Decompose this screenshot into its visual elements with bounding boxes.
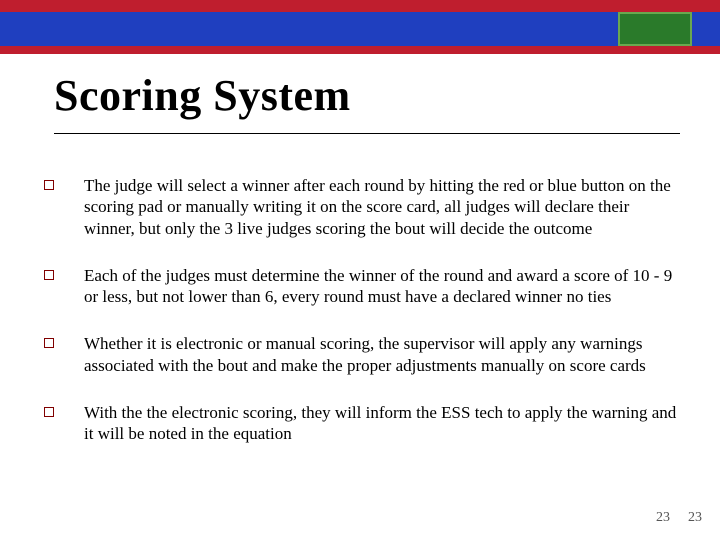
band-red-top xyxy=(0,0,720,12)
bullet-text: Whether it is electronic or manual scori… xyxy=(84,333,680,376)
bullet-text: With the the electronic scoring, they wi… xyxy=(84,402,680,445)
page-title: Scoring System xyxy=(54,70,680,121)
title-block: Scoring System xyxy=(54,70,680,134)
list-item: With the the electronic scoring, they wi… xyxy=(40,402,680,445)
body-content: The judge will select a winner after eac… xyxy=(40,175,680,510)
list-item: Whether it is electronic or manual scori… xyxy=(40,333,680,376)
square-bullet-icon xyxy=(44,338,54,348)
band-blue xyxy=(0,12,720,46)
accent-box xyxy=(618,12,692,46)
page-number: 23 xyxy=(656,510,670,526)
bullet-text: Each of the judges must determine the wi… xyxy=(84,265,680,308)
title-underline xyxy=(54,133,680,134)
list-item: The judge will select a winner after eac… xyxy=(40,175,680,239)
square-bullet-icon xyxy=(44,180,54,190)
slide: Scoring System The judge will select a w… xyxy=(0,0,720,540)
header-band xyxy=(0,0,720,56)
square-bullet-icon xyxy=(44,407,54,417)
page-number: 23 xyxy=(688,510,702,526)
bullet-text: The judge will select a winner after eac… xyxy=(84,175,680,239)
band-red-bottom xyxy=(0,46,720,54)
square-bullet-icon xyxy=(44,270,54,280)
list-item: Each of the judges must determine the wi… xyxy=(40,265,680,308)
